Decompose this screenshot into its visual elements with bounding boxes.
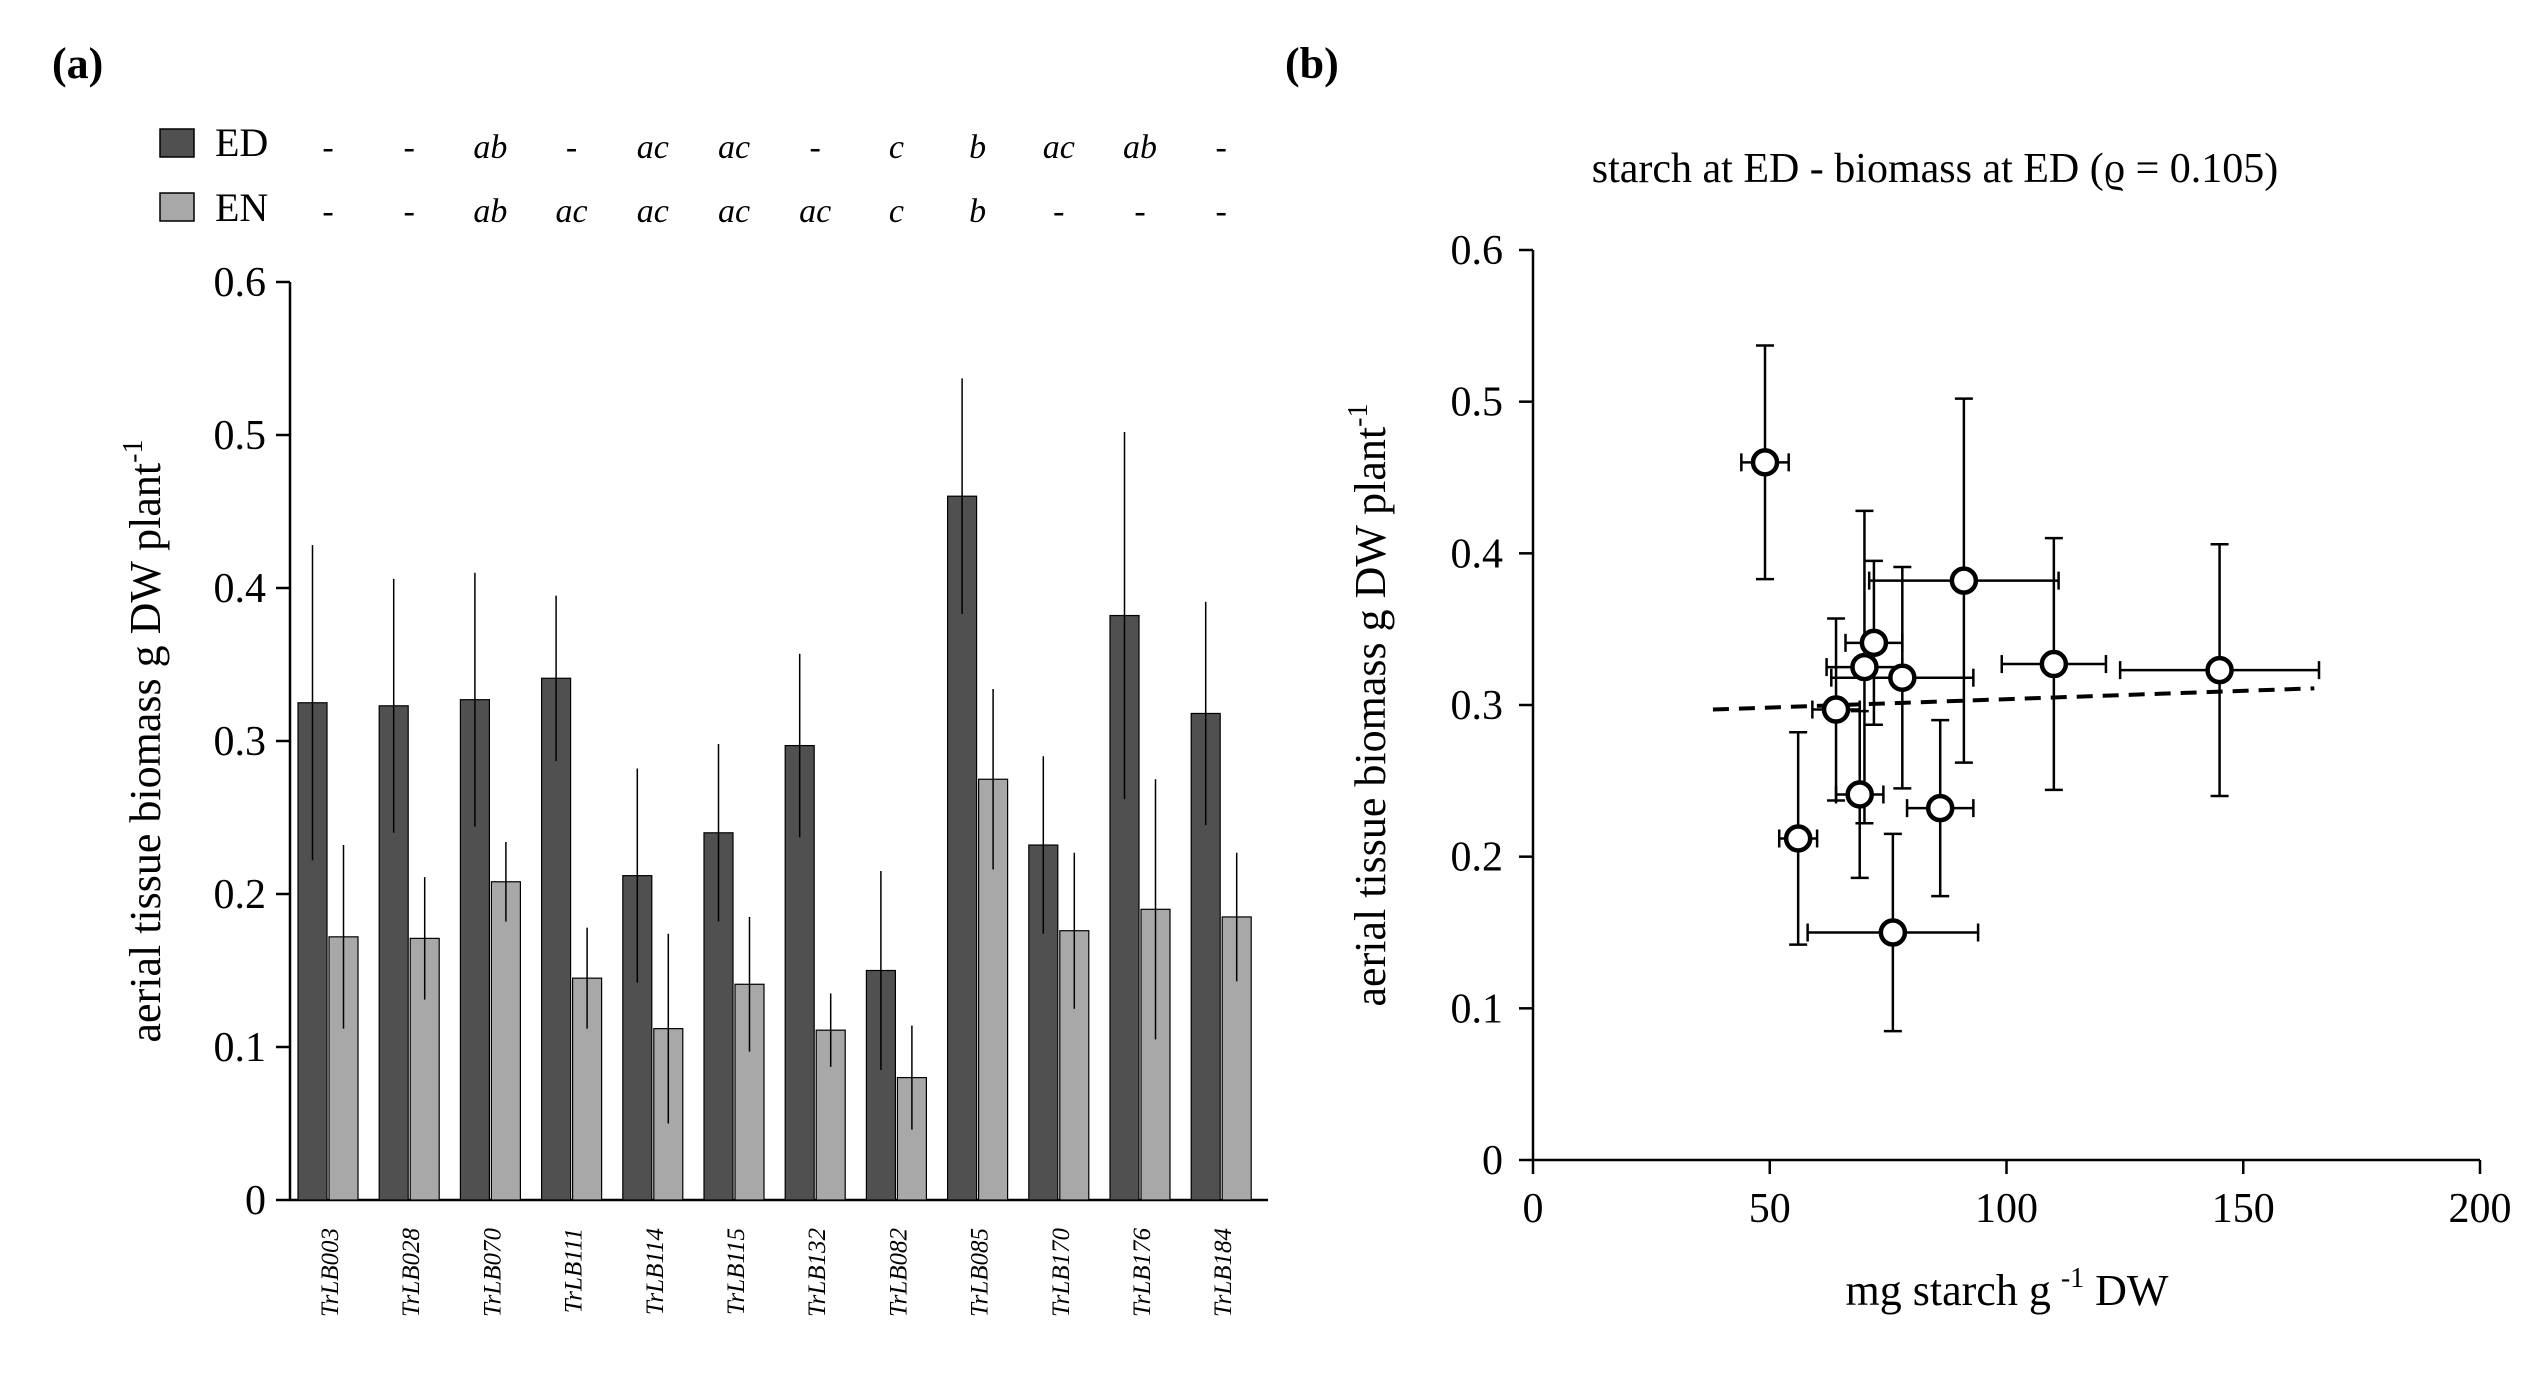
scatter-title: starch at ED - biomass at ED (ϱ = 0.105) [1592, 146, 2279, 192]
scatter-x-tick-label: 50 [1749, 1186, 1791, 1232]
bar-y-tick-label: 0.6 [214, 260, 267, 306]
bar-category-label: TrLB114 [642, 1228, 669, 1315]
scatter-point [1925, 793, 1955, 823]
en-significance-letter: ac [718, 193, 750, 230]
bar-ed [540, 677, 572, 1201]
ed-significance-letter: ab [1123, 129, 1157, 166]
panel-a-label: (a) [52, 39, 103, 88]
panel-b-label: (b) [1285, 39, 1339, 88]
en-significance-letter: ac [637, 193, 669, 230]
en-significance-letter: c [889, 193, 904, 230]
scatter-point [1949, 566, 1979, 595]
scatter-point [1821, 695, 1851, 724]
trend-line [1712, 686, 2315, 712]
scatter-chart: starch at ED - biomass at ED (ϱ = 0.105)… [1343, 146, 2512, 1315]
scatter-y-tick-label: 0.6 [1451, 228, 1504, 274]
bar-category-label: TrLB115 [723, 1228, 750, 1315]
legend-en-label: EN [215, 185, 268, 230]
legend-ed-label: ED [215, 120, 268, 165]
ed-significance-letter: ab [473, 129, 507, 166]
en-significance-letter: - [1216, 193, 1227, 230]
bar-y-tick-label: 0.2 [214, 872, 267, 918]
scatter-x-tick-label: 100 [1975, 1186, 2038, 1232]
bar-category-label: TrLB085 [967, 1228, 994, 1317]
scatter-y-tick-label: 0.3 [1451, 683, 1504, 729]
bar-category-label: TrLB176 [1129, 1228, 1156, 1317]
scatter-y-tick-label: 0.4 [1451, 531, 1504, 577]
ed-significance-letter: - [404, 129, 415, 166]
bar-y-tick-label: 0 [245, 1178, 266, 1224]
en-significance-letter: - [1134, 193, 1145, 230]
en-significance-letter: - [404, 193, 415, 230]
en-significance-letter: - [322, 193, 333, 230]
scatter-point [1750, 448, 1780, 477]
scatter-x-tick-label: 150 [2212, 1186, 2275, 1232]
scatter-point [2039, 649, 2069, 679]
bar-y-axis-label: aerial tissue biomass g DW plant-1 [118, 440, 170, 1043]
scatter-y-axis-label: aerial tissue biomass g DW plant-1 [1343, 404, 1395, 1007]
bar-category-label: TrLB132 [804, 1228, 831, 1317]
bar-chart: 0 0.1 0.2 0.3 0.4 0.5 0.6 TrLB003 TrLB028 TrLB07… [118, 129, 1268, 1317]
bar-y-tick-label: 0.5 [214, 413, 267, 459]
scatter-point [1888, 663, 1917, 692]
en-significance-letter: ab [473, 193, 507, 230]
scatter-y-tick-label: 0 [1482, 1138, 1503, 1184]
bar-category-label: TrLB170 [1048, 1228, 1075, 1317]
ed-significance-letter: b [969, 129, 986, 166]
ed-significance-letter: - [566, 129, 577, 166]
scatter-point [2205, 655, 2234, 685]
bar-category-label: TrLB028 [398, 1228, 425, 1317]
en-significance-letter: b [969, 193, 986, 230]
scatter-point [1783, 824, 1813, 853]
scatter-x-tick-label: 200 [2449, 1186, 2512, 1232]
bar-category-label: TrLB070 [479, 1228, 506, 1317]
scatter-point [1845, 780, 1874, 809]
en-significance-letter: ac [556, 193, 588, 230]
bar-category-label: TrLB184 [1210, 1228, 1237, 1317]
bar-category-label: TrLB082 [885, 1228, 912, 1317]
ed-significance-letter: ac [637, 129, 669, 166]
bar-en [490, 881, 521, 1201]
scatter-x-axis-label: mg starch g -1 DW [1846, 1263, 2169, 1315]
bar-category-label: TrLB003 [317, 1228, 344, 1317]
ed-significance-letter: - [322, 129, 333, 166]
scatter-point [1878, 918, 1908, 947]
scatter-y-tick-label: 0.1 [1451, 986, 1504, 1032]
scatter-point [1850, 652, 1879, 682]
legend-en-swatch [159, 192, 195, 222]
bar-y-tick-label: 0.4 [214, 566, 267, 612]
scatter-y-tick-label: 0.2 [1451, 835, 1504, 881]
bar-category-label: TrLB111 [561, 1228, 588, 1313]
en-significance-letter: ac [799, 193, 831, 230]
legend-ed-swatch [159, 128, 195, 158]
ed-significance-letter: ac [718, 129, 750, 166]
ed-significance-letter: c [889, 129, 904, 166]
ed-significance-letter: - [1216, 129, 1227, 166]
bar-y-tick-label: 0.1 [214, 1025, 267, 1071]
ed-significance-letter: ac [1043, 129, 1075, 166]
en-significance-letter: - [1053, 193, 1064, 230]
ed-significance-letter: - [810, 129, 821, 166]
bar-y-tick-label: 0.3 [214, 719, 267, 765]
scatter-point [1859, 628, 1889, 658]
scatter-x-tick-label: 0 [1523, 1186, 1544, 1232]
scatter-y-tick-label: 0.5 [1451, 380, 1504, 426]
